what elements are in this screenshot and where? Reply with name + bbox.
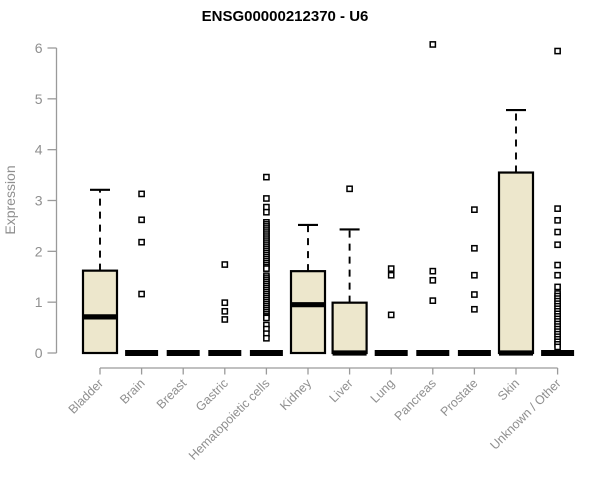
outlier-point xyxy=(138,238,145,246)
x-tick-label-hematopoietic-cells: Hematopoietic cells xyxy=(186,376,273,463)
outlier-point xyxy=(554,343,561,351)
boxplot-lung xyxy=(374,265,408,356)
outlier-point xyxy=(554,205,561,212)
y-tick-label: 0 xyxy=(35,345,43,361)
outlier-point xyxy=(554,241,561,249)
outlier-point xyxy=(554,228,561,236)
outlier-point xyxy=(263,173,270,181)
boxplot-pancreas xyxy=(416,41,450,356)
iqr-box xyxy=(331,301,368,355)
outlier-point xyxy=(429,41,437,48)
y-tick-label: 1 xyxy=(35,294,43,310)
y-tick-label: 2 xyxy=(35,243,43,259)
outlier-point xyxy=(387,265,395,272)
y-axis-label: Expression xyxy=(2,165,18,234)
outlier-point xyxy=(221,316,229,323)
outlier-point xyxy=(471,271,478,279)
outlier-point xyxy=(263,265,270,272)
boxplot-bladder xyxy=(81,188,119,355)
boxplot-kidney xyxy=(289,223,327,355)
outlier-point xyxy=(471,305,478,313)
x-tick-label-unknown-other: Unknown / Other xyxy=(487,376,563,452)
outlier-point xyxy=(554,271,561,279)
outlier-point xyxy=(346,185,353,193)
outlier-point xyxy=(138,216,145,224)
outlier-point xyxy=(471,206,478,214)
outlier-point xyxy=(471,244,478,252)
boxplot-gastric xyxy=(208,261,242,356)
box-series xyxy=(81,41,575,356)
iqr-box xyxy=(81,269,119,355)
x-tick-label-prostate: Prostate xyxy=(438,376,481,419)
y-tick-label: 4 xyxy=(35,142,43,158)
outlier-point xyxy=(387,311,395,319)
y-tick-label: 6 xyxy=(35,40,43,56)
y-tick-label: 3 xyxy=(35,193,43,209)
x-tick-label-lung: Lung xyxy=(368,376,398,406)
outlier-point xyxy=(471,291,478,298)
outlier-point xyxy=(263,208,270,216)
outlier-point xyxy=(263,314,270,322)
outlier-point xyxy=(554,283,561,291)
boxplot-prostate xyxy=(457,206,491,356)
iqr-box xyxy=(497,171,535,355)
boxplot-liver xyxy=(331,185,368,356)
outlier-point xyxy=(221,261,229,268)
outlier-point xyxy=(221,299,229,307)
outlier-point xyxy=(263,334,270,342)
x-tick-label-pancreas: Pancreas xyxy=(392,376,439,423)
x-tick-label-brain: Brain xyxy=(117,376,148,407)
iqr-box xyxy=(289,270,327,355)
x-tick-label-bladder: Bladder xyxy=(66,376,106,416)
chart-title: ENSG00000212370 - U6 xyxy=(202,8,369,25)
x-tick-label-skin: Skin xyxy=(495,376,522,403)
outlier-point xyxy=(138,190,145,198)
boxplot-hematopoietic-cells xyxy=(249,173,283,356)
outlier-point xyxy=(429,267,437,275)
outlier-point xyxy=(138,290,145,298)
outlier-point xyxy=(221,307,229,315)
outlier-point xyxy=(554,261,561,269)
outlier-point xyxy=(387,271,395,279)
outlier-point xyxy=(554,216,561,224)
x-tick-label-gastric: Gastric xyxy=(193,376,231,414)
boxplot-unknown-other xyxy=(541,47,575,356)
outlier-point xyxy=(429,297,437,304)
x-tick-label-kidney: Kidney xyxy=(277,376,314,413)
y-axis: 0 1 2 3 4 5 6 xyxy=(35,40,58,361)
outlier-point xyxy=(429,276,437,284)
x-tick-label-breast: Breast xyxy=(154,376,190,412)
outlier-point xyxy=(554,47,561,55)
outlier-point xyxy=(263,195,270,202)
boxplot-brain xyxy=(125,190,159,356)
y-tick-label: 5 xyxy=(35,91,43,107)
x-tick-label-liver: Liver xyxy=(327,376,356,405)
boxplot-skin xyxy=(497,108,535,356)
